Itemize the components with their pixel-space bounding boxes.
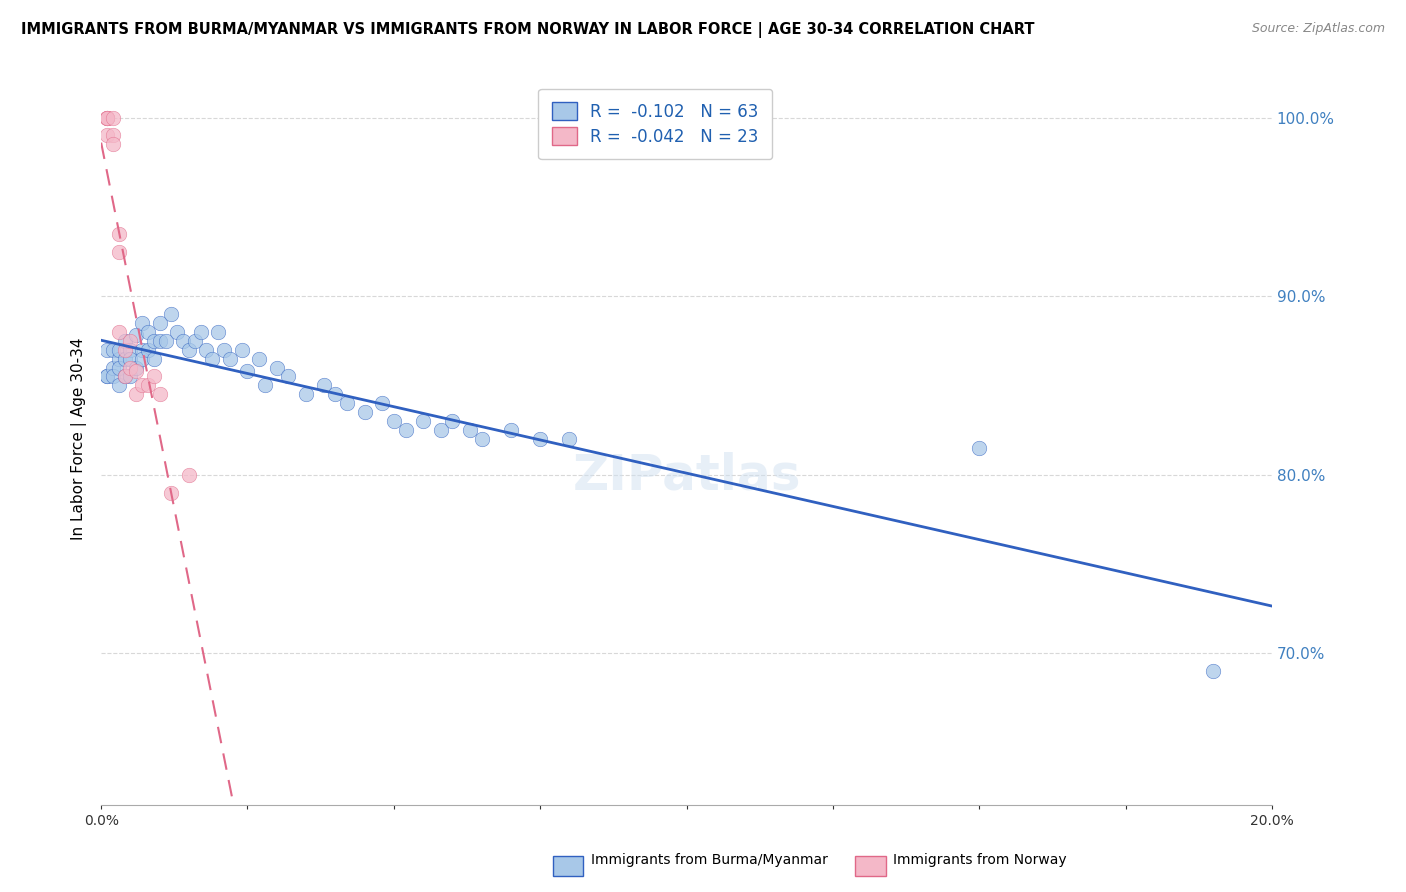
Point <box>107 378 129 392</box>
Point <box>114 343 136 357</box>
Point <box>107 360 129 375</box>
Point <box>429 423 451 437</box>
Point <box>107 244 129 259</box>
Text: IMMIGRANTS FROM BURMA/MYANMAR VS IMMIGRANTS FROM NORWAY IN LABOR FORCE | AGE 30-: IMMIGRANTS FROM BURMA/MYANMAR VS IMMIGRA… <box>21 22 1035 38</box>
Legend: R =  -0.102   N = 63, R =  -0.042   N = 23: R = -0.102 N = 63, R = -0.042 N = 23 <box>538 88 772 160</box>
Point <box>166 325 188 339</box>
Point <box>312 378 335 392</box>
Point <box>142 334 165 348</box>
Point <box>247 351 270 366</box>
Text: Immigrants from Burma/Myanmar: Immigrants from Burma/Myanmar <box>591 853 827 867</box>
Point <box>207 325 229 339</box>
Point <box>120 369 142 384</box>
Point <box>120 351 142 366</box>
Point <box>131 316 153 330</box>
Point <box>136 378 159 392</box>
Point <box>1202 664 1225 678</box>
Point <box>353 405 375 419</box>
Y-axis label: In Labor Force | Age 30-34: In Labor Force | Age 30-34 <box>72 338 87 541</box>
Point <box>131 343 153 357</box>
Point <box>136 343 159 357</box>
Point <box>149 316 172 330</box>
Point <box>125 364 148 378</box>
Point <box>101 343 124 357</box>
Point <box>155 334 177 348</box>
Point <box>125 387 148 401</box>
Point <box>967 441 990 455</box>
Point <box>212 343 235 357</box>
Point <box>149 387 172 401</box>
Point <box>120 343 142 357</box>
Point <box>499 423 522 437</box>
Point <box>114 369 136 384</box>
Point <box>142 369 165 384</box>
Point <box>382 414 405 428</box>
Point <box>96 111 118 125</box>
Point <box>96 111 118 125</box>
Point <box>336 396 359 410</box>
Point <box>107 325 129 339</box>
Point <box>177 467 200 482</box>
Point <box>172 334 194 348</box>
Point <box>254 378 277 392</box>
Text: Source: ZipAtlas.com: Source: ZipAtlas.com <box>1251 22 1385 36</box>
Point <box>371 396 394 410</box>
Point <box>114 369 136 384</box>
Point <box>149 334 172 348</box>
Point <box>184 334 207 348</box>
Point <box>96 111 118 125</box>
Point <box>107 227 129 241</box>
Point <box>96 343 118 357</box>
Text: ZIPatlas: ZIPatlas <box>572 451 801 500</box>
Point <box>114 334 136 348</box>
Point <box>96 111 118 125</box>
Point <box>101 128 124 143</box>
Point <box>101 360 124 375</box>
Point <box>125 360 148 375</box>
Point <box>114 351 136 366</box>
Point <box>101 137 124 152</box>
Point <box>458 423 481 437</box>
Point <box>120 334 142 348</box>
Point <box>277 369 299 384</box>
Point <box>131 378 153 392</box>
Point <box>107 351 129 366</box>
Point <box>177 343 200 357</box>
Point <box>136 325 159 339</box>
Point <box>471 432 494 446</box>
Point <box>236 364 259 378</box>
Point <box>558 432 581 446</box>
Point <box>323 387 346 401</box>
Point <box>160 307 183 321</box>
Point <box>441 414 464 428</box>
Point <box>195 343 218 357</box>
Point <box>394 423 416 437</box>
Point <box>125 328 148 343</box>
Point <box>142 351 165 366</box>
Text: Immigrants from Norway: Immigrants from Norway <box>893 853 1066 867</box>
Point <box>266 360 288 375</box>
Point <box>529 432 551 446</box>
Point <box>101 369 124 384</box>
Point <box>231 343 253 357</box>
Point <box>160 485 183 500</box>
Point <box>201 351 224 366</box>
Point <box>96 128 118 143</box>
Point <box>295 387 318 401</box>
Point <box>107 343 129 357</box>
Point <box>412 414 434 428</box>
Point <box>101 111 124 125</box>
Point <box>96 369 118 384</box>
Point <box>190 325 212 339</box>
Point <box>219 351 242 366</box>
Point <box>96 369 118 384</box>
Point <box>131 351 153 366</box>
Point <box>120 360 142 375</box>
